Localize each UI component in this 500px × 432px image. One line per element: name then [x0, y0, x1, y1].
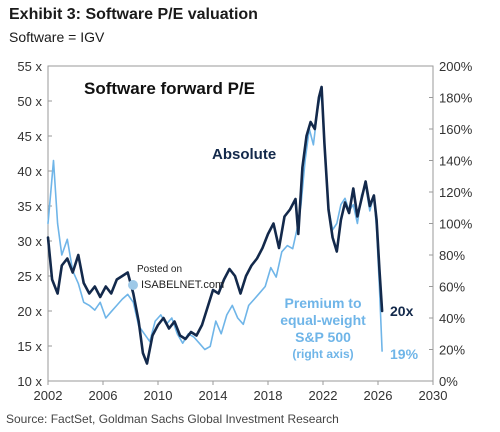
- plot-area-frame: [47, 65, 434, 382]
- y-left-tick-label: 30 x: [17, 234, 42, 249]
- x-tick-label: 2006: [89, 388, 118, 403]
- y-right-tick-label: 120%: [439, 185, 473, 200]
- y-right-tick-label: 200%: [439, 59, 473, 74]
- y-left-tick-label: 25 x: [17, 269, 42, 284]
- watermark: Posted on ISABELNET.com: [128, 264, 224, 291]
- y-left-tick-label: 45 x: [17, 129, 42, 144]
- end-label-premium: 19%: [390, 346, 419, 362]
- y-left-tick-label: 20 x: [17, 304, 42, 319]
- y-right-tick-label: 60%: [439, 280, 465, 295]
- x-tick-label: 2010: [144, 388, 173, 403]
- y-left-tick-label: 35 x: [17, 199, 42, 214]
- y-right-tick-label: 20%: [439, 343, 465, 358]
- x-tick-label: 2002: [34, 388, 63, 403]
- source-note: Source: FactSet, Goldman Sachs Global In…: [6, 412, 339, 426]
- y-right-tick-label: 140%: [439, 154, 473, 169]
- y-left-tick-label: 10 x: [17, 374, 42, 389]
- end-label-absolute: 20x: [390, 303, 414, 319]
- watermark-line2: ISABELNET.com: [141, 279, 224, 291]
- series-label-premium-line1: Premium to: [284, 295, 361, 311]
- exhibit-title: Exhibit 3: Software P/E valuation: [9, 6, 258, 23]
- y-right-tick-label: 180%: [439, 91, 473, 106]
- x-tick-label: 2018: [254, 388, 283, 403]
- series-label-premium-line4: (right axis): [292, 347, 353, 361]
- x-tick-label: 2030: [419, 388, 448, 403]
- y-left-tick-label: 15 x: [17, 339, 42, 354]
- y-right-tick-label: 100%: [439, 217, 473, 232]
- series-label-premium-line3: S&P 500: [295, 329, 351, 345]
- y-right-tick-label: 80%: [439, 248, 465, 263]
- watermark-line1: Posted on: [137, 264, 182, 275]
- exhibit-subtitle: Software = IGV: [9, 29, 105, 45]
- watermark-globe-icon: [128, 280, 138, 290]
- y-right-tick-label: 0%: [439, 374, 458, 389]
- series-line-premium: [47, 88, 383, 352]
- x-tick-label: 2026: [364, 388, 393, 403]
- x-tick-label: 2014: [199, 388, 228, 403]
- chart-title: Software forward P/E: [84, 79, 255, 98]
- y-left-tick-label: 50 x: [17, 94, 42, 109]
- pe-valuation-chart: 10 x 15 x 20 x 25 x 30 x 35 x 40 x 45 x 50 x 55 x…: [17, 59, 473, 403]
- y-right-tick-label: 160%: [439, 122, 473, 137]
- y-right-tick-label: 40%: [439, 311, 465, 326]
- series-label-absolute: Absolute: [212, 146, 276, 163]
- y-left-tick-label: 40 x: [17, 164, 42, 179]
- y-left-tick-label: 55 x: [17, 59, 42, 74]
- series-line-absolute: [46, 85, 384, 365]
- series-label-premium-line2: equal-weight: [280, 312, 366, 328]
- x-tick-label: 2022: [309, 388, 338, 403]
